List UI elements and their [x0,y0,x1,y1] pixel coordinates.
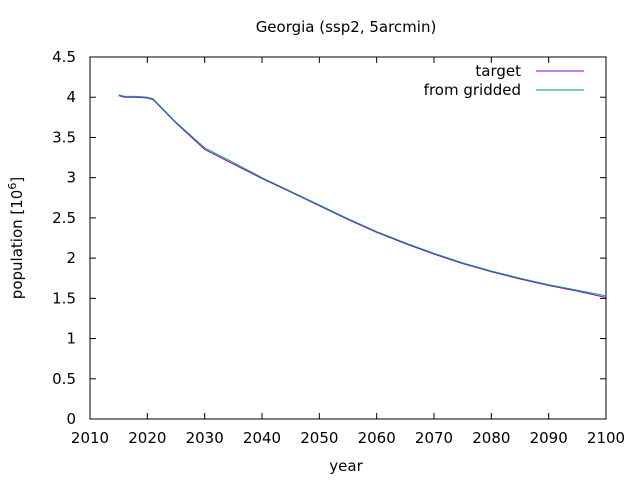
y-tick-label: 4.5 [52,48,76,66]
x-tick-label: 2090 [530,429,568,447]
y-tick-label: 3.5 [52,128,76,146]
legend-label-target: target [475,62,521,80]
x-axis-ticks: 2010 2020 2030 2040 2050 2060 2070 2080 2090 2100 [71,57,625,447]
y-axis-label-close: ] [8,177,26,183]
x-tick-label: 2030 [186,429,224,447]
x-tick-label: 2020 [128,429,166,447]
x-tick-label: 2010 [71,429,109,447]
y-axis-label: population [106] [6,177,26,299]
y-tick-label: 4 [66,88,76,106]
y-tick-label: 3 [66,169,76,187]
series-line-target [118,95,607,298]
y-tick-label: 2.5 [52,209,76,227]
x-tick-label: 2100 [587,429,625,447]
y-axis-ticks: 0 0.5 1 1.5 2 2.5 3 3.5 4 4.5 [52,48,606,428]
chart-title: Georgia (ssp2, 5arcmin) [256,18,437,36]
y-tick-label: 0 [66,410,76,428]
y-axis-label-exponent: 6 [6,183,19,190]
y-tick-label: 1.5 [52,289,76,307]
legend-label-from-gridded: from gridded [424,81,521,99]
y-axis-label-main: population [10 [8,190,26,300]
x-tick-label: 2060 [358,429,396,447]
x-tick-label: 2050 [300,429,338,447]
series-layer [118,94,607,298]
y-tick-label: 2 [66,249,76,267]
x-tick-label: 2040 [243,429,281,447]
x-axis-label: year [329,457,363,475]
plot-area [89,56,607,420]
y-tick-label: 0.5 [52,370,76,388]
legend: target from gridded [424,62,584,99]
y-tick-label: 1 [66,330,76,348]
plot-border [89,56,607,420]
x-tick-label: 2070 [415,429,453,447]
x-tick-label: 2080 [472,429,510,447]
series-line-from-gridded [118,94,607,297]
